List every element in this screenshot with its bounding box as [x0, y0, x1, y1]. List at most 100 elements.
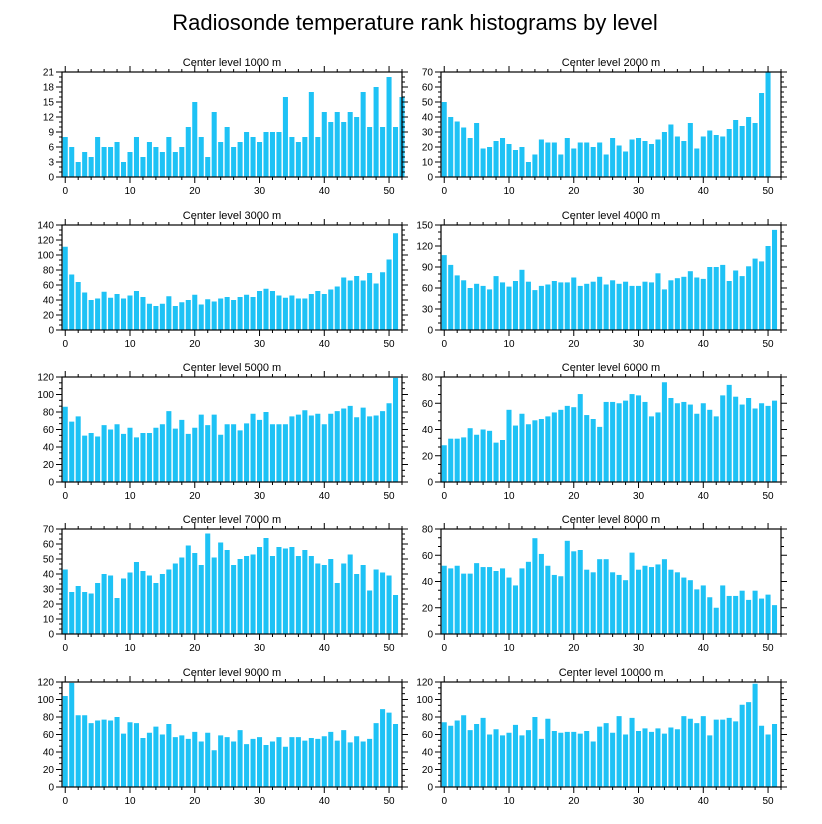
histogram-bar: [159, 303, 165, 330]
histogram-bar: [172, 428, 178, 483]
y-tick-label: 12: [43, 113, 55, 124]
y-tick-label: 60: [422, 551, 434, 562]
histogram-bar: [668, 727, 674, 787]
panel-title: Center level 5000 m: [183, 362, 281, 374]
histogram-bar: [441, 255, 447, 330]
y-tick-label: 20: [422, 765, 434, 776]
histogram-bar: [765, 72, 771, 177]
x-tick-label: 30: [633, 339, 645, 350]
histogram-bar: [82, 715, 88, 787]
histogram-bar: [276, 424, 282, 482]
histogram-bar: [687, 123, 693, 177]
y-tick-label: 40: [43, 748, 55, 759]
histogram-bar: [772, 724, 778, 787]
histogram-bar: [69, 274, 75, 330]
histogram-bar: [224, 127, 230, 177]
histogram-bar: [525, 162, 531, 177]
histogram-bar: [185, 545, 191, 634]
x-tick-label: 10: [503, 186, 515, 197]
histogram-bar: [269, 424, 275, 482]
histogram-bar: [269, 741, 275, 787]
histogram-bar: [153, 726, 159, 788]
plot-frame: [440, 71, 782, 178]
histogram-bar: [525, 730, 531, 788]
y-tick-label: 120: [37, 678, 54, 689]
histogram-bar: [373, 723, 379, 788]
x-tick-label: 50: [383, 491, 395, 502]
histogram-bar: [237, 730, 243, 788]
histogram-bar: [765, 405, 771, 483]
histogram-bar: [360, 565, 366, 634]
histogram-bar: [282, 424, 288, 482]
histogram-bar: [752, 258, 758, 330]
plot-frame: [61, 71, 403, 178]
histogram-bar: [590, 419, 596, 482]
histogram-bar: [668, 280, 674, 330]
histogram-bar: [88, 593, 94, 634]
histogram-bar: [244, 556, 250, 634]
histogram-bar: [694, 589, 700, 635]
y-tick-label: 80: [422, 373, 434, 384]
y-tick-label: 100: [416, 695, 433, 706]
histogram-bar: [341, 408, 347, 482]
histogram-bar: [525, 424, 531, 482]
histogram-bar: [674, 572, 680, 634]
histogram-bar: [655, 564, 661, 634]
histogram-bar: [506, 286, 512, 330]
histogram-bar: [629, 552, 635, 635]
histogram-bar: [224, 424, 230, 482]
histogram-bar: [393, 595, 399, 634]
histogram-bar: [538, 419, 544, 482]
x-tick-label: 10: [503, 796, 515, 807]
histogram-bar: [564, 138, 570, 177]
histogram-bar: [759, 93, 765, 177]
histogram-bar: [367, 738, 373, 788]
panel-title: Center level 7000 m: [183, 514, 281, 526]
histogram-bar: [140, 571, 146, 634]
histogram-bar: [205, 533, 211, 634]
histogram-bar: [700, 716, 706, 788]
y-tick-label: 0: [48, 326, 54, 337]
histogram-bar: [752, 123, 758, 177]
histogram-bar: [140, 297, 146, 330]
histogram-bar: [269, 291, 275, 330]
histogram-bar: [295, 414, 301, 483]
histogram-bar: [648, 282, 654, 330]
histogram-bar: [321, 112, 327, 177]
x-tick-label: 20: [189, 339, 201, 350]
histogram-bar: [746, 266, 752, 330]
x-tick-label: 10: [124, 186, 136, 197]
histogram-bar: [590, 147, 596, 177]
histogram-bar: [545, 718, 551, 787]
histogram-bar: [308, 92, 314, 177]
plot-frame: [61, 528, 403, 635]
histogram-bar: [700, 585, 706, 634]
histogram-bar: [538, 738, 544, 788]
histogram-bar: [140, 157, 146, 177]
histogram-bar: [121, 433, 127, 483]
histogram-bar: [224, 297, 230, 330]
histogram-bar: [244, 423, 250, 483]
y-tick-label: 3: [48, 158, 54, 169]
x-tick-label: 10: [124, 643, 136, 654]
histogram-bar: [211, 750, 217, 787]
histogram-bar: [121, 578, 127, 634]
histogram-bar: [551, 142, 557, 177]
histogram-bar: [380, 127, 386, 177]
histogram-bar: [623, 281, 629, 330]
histogram-bar: [648, 731, 654, 788]
x-tick-label: 40: [698, 339, 710, 350]
panel-title: Center level 2000 m: [562, 57, 660, 69]
histogram-bar: [733, 595, 739, 634]
histogram-bar: [62, 696, 68, 787]
histogram-bar: [373, 283, 379, 330]
x-tick-label: 0: [441, 643, 447, 654]
x-tick-label: 20: [189, 491, 201, 502]
histogram-panel: Center level 3000 m 0 20 40 60 80 100 120 140 0 10…: [37, 210, 408, 350]
histogram-bar: [441, 722, 447, 787]
histogram-bar: [726, 129, 732, 177]
histogram-bar: [713, 267, 719, 330]
histogram-bar: [146, 732, 152, 787]
histogram-bar: [179, 557, 185, 634]
